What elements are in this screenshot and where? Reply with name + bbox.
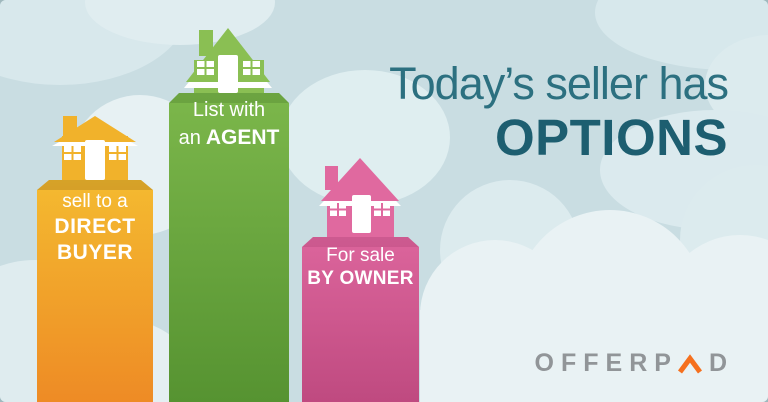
label-line: BUYER xyxy=(56,241,133,264)
window xyxy=(330,203,346,216)
label-line: an AGENT xyxy=(169,124,289,152)
window xyxy=(374,203,390,216)
offerpad-logo: OFFERP D xyxy=(535,349,734,378)
label-word-bold: AGENT xyxy=(205,126,280,149)
house-icon xyxy=(52,116,138,180)
chimney xyxy=(325,166,338,190)
house-icon xyxy=(319,158,401,237)
house-icon xyxy=(184,28,272,93)
door xyxy=(352,195,371,233)
column-pedestal-shadow xyxy=(302,237,419,247)
chevron-up-icon xyxy=(677,354,702,374)
column-pedestal-shadow xyxy=(37,180,153,190)
label-line: List with xyxy=(192,99,266,121)
window xyxy=(243,61,260,75)
cloud-shape xyxy=(420,310,768,402)
label-line: DIRECT xyxy=(54,215,136,238)
window xyxy=(64,146,81,160)
column-shaft xyxy=(302,237,419,402)
direct-buyer-label: sell to a DIRECT BUYER xyxy=(37,190,153,266)
by-owner-label: For sale BY OWNER xyxy=(302,244,419,290)
headline: Today’s seller has OPTIONS xyxy=(389,56,729,166)
column-pedestal-shadow xyxy=(169,93,289,103)
chimney xyxy=(199,30,213,56)
label-line: BY OWNER xyxy=(307,268,414,289)
by-owner-column xyxy=(302,158,419,402)
window xyxy=(197,61,214,75)
door xyxy=(218,55,238,93)
label-line: For sale xyxy=(326,245,395,266)
door xyxy=(85,140,105,180)
label-line: sell to a xyxy=(62,191,128,212)
logo-text-prefix: OFFERP xyxy=(534,349,678,377)
column-shaft xyxy=(169,93,289,402)
roof xyxy=(54,116,136,142)
direct-buyer-column xyxy=(37,116,153,402)
logo-text-suffix: D xyxy=(708,349,734,377)
label-word: an xyxy=(178,127,201,149)
roof xyxy=(321,158,399,201)
agent-column xyxy=(169,28,289,402)
window xyxy=(109,146,126,160)
headline-line2: OPTIONS xyxy=(494,109,728,166)
column-shaft xyxy=(37,180,153,402)
agent-label: List with an AGENT xyxy=(169,97,289,152)
headline-line1: Today’s seller has xyxy=(389,58,729,109)
